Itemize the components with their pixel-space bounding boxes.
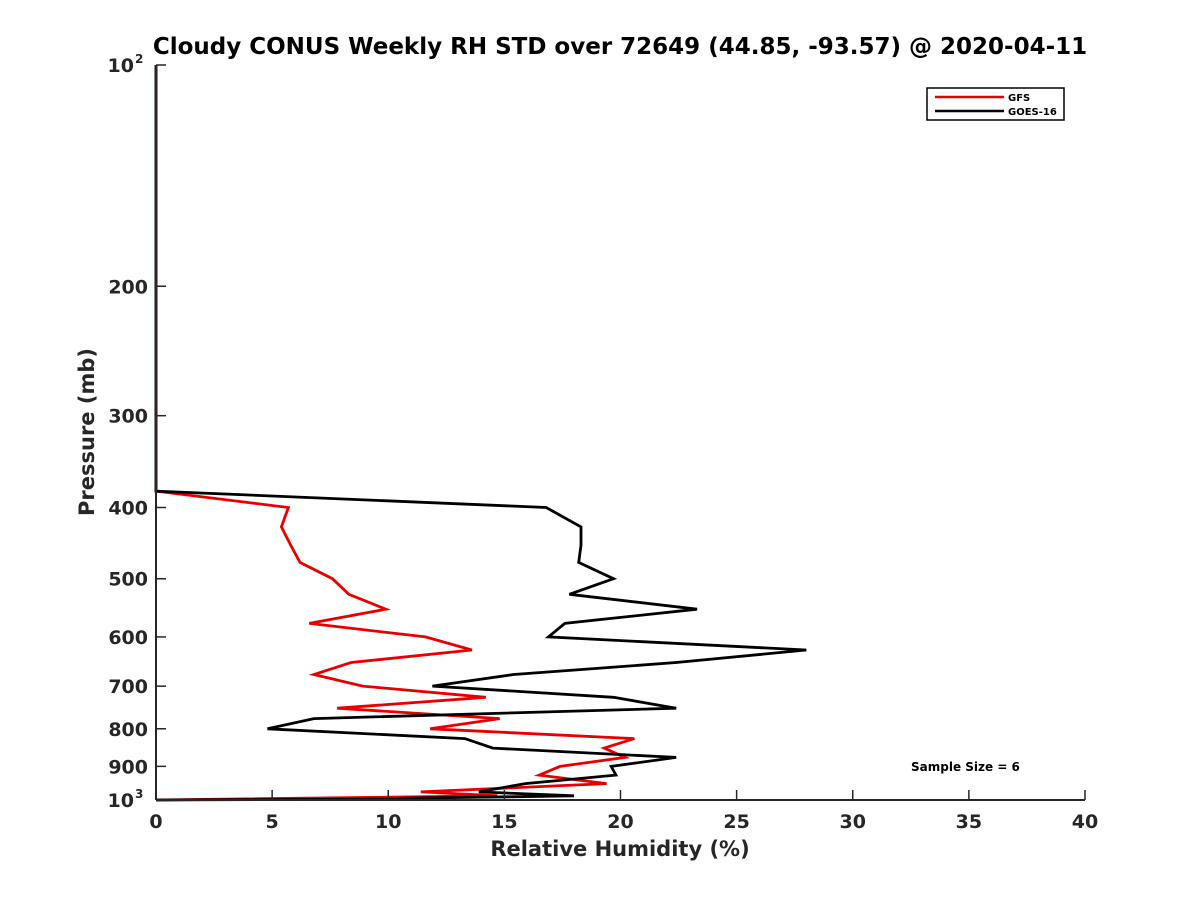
x-tick-label: 30: [840, 811, 866, 833]
legend-box: [926, 87, 1065, 121]
x-axis-label: Relative Humidity (%): [490, 837, 749, 861]
plot-lines: [154, 65, 807, 802]
x-tick-label: 5: [266, 811, 279, 833]
sample-size-annotation: Sample Size = 6: [911, 760, 1020, 774]
x-ticks: 0 5 10 15 20 25 30 35 40: [149, 790, 1098, 833]
y-tick-label: 400: [108, 498, 148, 520]
x-tick-label: 15: [491, 811, 517, 833]
x-tick-label: 25: [723, 811, 749, 833]
y-tick-label: 800: [108, 719, 148, 741]
y-axis-label: Pressure (mb): [75, 348, 99, 516]
legend: GFS GOES-16: [926, 87, 1065, 121]
y-tick-label: 900: [108, 756, 148, 778]
y-tick-exponent: 2: [135, 52, 143, 66]
series-line-gfs: [154, 65, 635, 802]
x-tick-label: 40: [1072, 811, 1098, 833]
y-tick-label: 600: [108, 627, 148, 649]
y-tick-exponent: 3: [135, 787, 143, 801]
plot-frame: [156, 65, 1085, 800]
x-tick-label: 20: [607, 811, 633, 833]
series-line-goes-16: [154, 65, 807, 802]
legend-label-gfs: GFS: [1008, 93, 1030, 104]
x-tick-label: 35: [956, 811, 982, 833]
y-tick-label: 300: [108, 406, 148, 428]
chart-title: Cloudy CONUS Weekly RH STD over 72649 (4…: [153, 34, 1087, 60]
x-tick-label: 0: [149, 811, 162, 833]
y-tick-label: 200: [108, 276, 148, 298]
y-tick-label: 700: [108, 676, 148, 698]
x-tick-label: 10: [375, 811, 401, 833]
y-tick-label: 500: [108, 569, 148, 591]
y-tick-label: 10: [108, 790, 134, 812]
y-tick-label: 10: [108, 55, 134, 77]
legend-label-goes: GOES-16: [1008, 107, 1057, 118]
